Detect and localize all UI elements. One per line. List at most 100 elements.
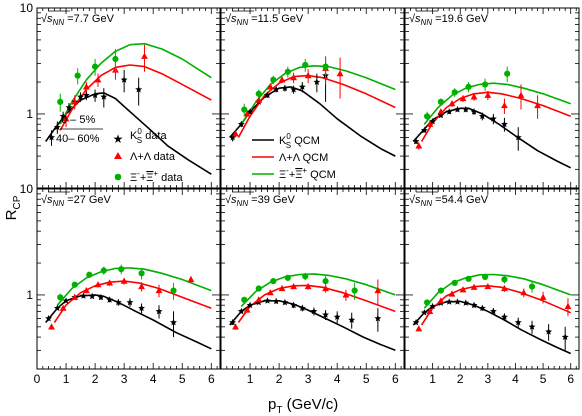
data-points [412,273,572,351]
point-ks [155,307,163,315]
x-tick-label: 5 [363,372,370,386]
point-xi [465,275,472,282]
point-lambda [71,293,79,300]
point-lambda [459,286,467,293]
point-ks [429,302,437,310]
point-ks [420,309,428,316]
point-ks [489,307,497,315]
point-lambda [304,72,312,79]
panel-frame [220,188,405,370]
point-lambda [448,100,456,107]
panel-frame [220,7,405,189]
point-lambda [290,282,298,290]
model-curve-lambda [53,280,212,323]
point-ks [290,85,298,93]
point-lambda [94,281,102,288]
x-tick-label: 6 [567,372,574,386]
y-tick-label: 10 [20,1,34,15]
point-ks [462,299,470,306]
point-xi [451,89,458,96]
point-lambda [484,91,492,98]
point-ks [281,84,289,92]
point-ks [322,311,329,318]
point-ks [135,85,143,93]
point-lambda [484,282,492,290]
x-tick-label: 4 [512,372,519,386]
point-lambda [255,296,263,303]
point-ks [514,318,522,326]
legend-ks-marker: ★ [113,132,124,146]
point-lambda [448,290,456,297]
model-curve-lambda [59,64,212,131]
point-ks [501,120,508,128]
point-lambda [564,302,572,309]
point-xi [270,76,277,83]
point-xi [57,294,64,301]
model-curves [45,267,212,350]
point-lambda [470,283,478,290]
point-ks [120,76,128,83]
point-ks [138,304,145,312]
legend-lambda-qcm: Λ+Λ QCM [279,152,328,164]
point-ks [62,297,70,304]
panel-6: 1 2 3 4 5 6 √sNN =54.4 GeV [404,188,580,386]
point-lambda [278,76,286,83]
point-ks [272,85,280,93]
point-lambda [426,307,434,314]
point-lambda [520,289,528,296]
model-legend: K0 S QCM Λ+Λ QCM Ξ-+Ξ+ QCM [252,132,336,181]
legend-ks-data: K0 S data [130,127,167,145]
point-xi [528,283,536,290]
point-lambda [278,284,286,292]
data-legend: 0 – 5% 40– 60% ★ K0 S data Λ+Λ data Ξ-+Ξ+… [56,114,183,184]
point-xi [71,281,78,288]
panel-3: √sNN =19.6 GeV [404,7,580,189]
y-axis-label: RCP [3,195,23,220]
point-lambda [232,130,239,137]
energy-label: √sNN =27 GeV [41,194,112,208]
panel-frame [36,7,221,189]
point-xi [302,61,309,69]
point-lambda [342,291,350,298]
y-tick-label: 10 [20,182,34,196]
point-lambda [59,304,67,311]
legend-centrality-top: 0 – 5% [61,114,95,126]
point-lambda [322,284,329,292]
point-xi [91,63,99,70]
panel-5: 1 2 3 4 5 6 √sNN =39 GeV [220,188,405,386]
point-lambda [304,282,312,290]
point-xi [74,72,81,79]
model-curve-lambda [420,284,572,326]
point-ks [412,318,420,326]
point-xi [451,279,458,286]
model-curve-lambda [420,91,571,142]
legend-xi-data: Ξ-+Ξ+ data [130,169,183,184]
point-ks [561,333,569,341]
point-ks [470,108,478,115]
point-ks [478,304,486,312]
point-xi [437,287,445,294]
point-xi [481,81,489,88]
point-ks [281,298,289,306]
x-tick-label: 5 [179,372,186,386]
point-lambda [290,74,298,81]
point-xi [302,273,309,280]
point-xi [504,70,511,77]
point-ks [310,307,318,315]
point-ks [97,293,105,301]
point-ks [514,133,522,141]
point-ks [264,297,271,304]
legend-xi-qcm: Ξ-+Ξ+ QCM [279,166,336,181]
point-xi [465,83,472,91]
panel-2: √sNN =11.5 GeV [220,7,405,189]
x-tick-label: 4 [150,372,157,386]
x-tick-label: 2 [276,372,283,386]
point-ks [313,78,321,85]
x-tick-label: 1 [247,372,254,386]
point-lambda [255,96,263,103]
point-ks [454,298,461,305]
point-ks [501,313,508,320]
point-ks [272,297,280,305]
point-lambda [266,289,274,296]
